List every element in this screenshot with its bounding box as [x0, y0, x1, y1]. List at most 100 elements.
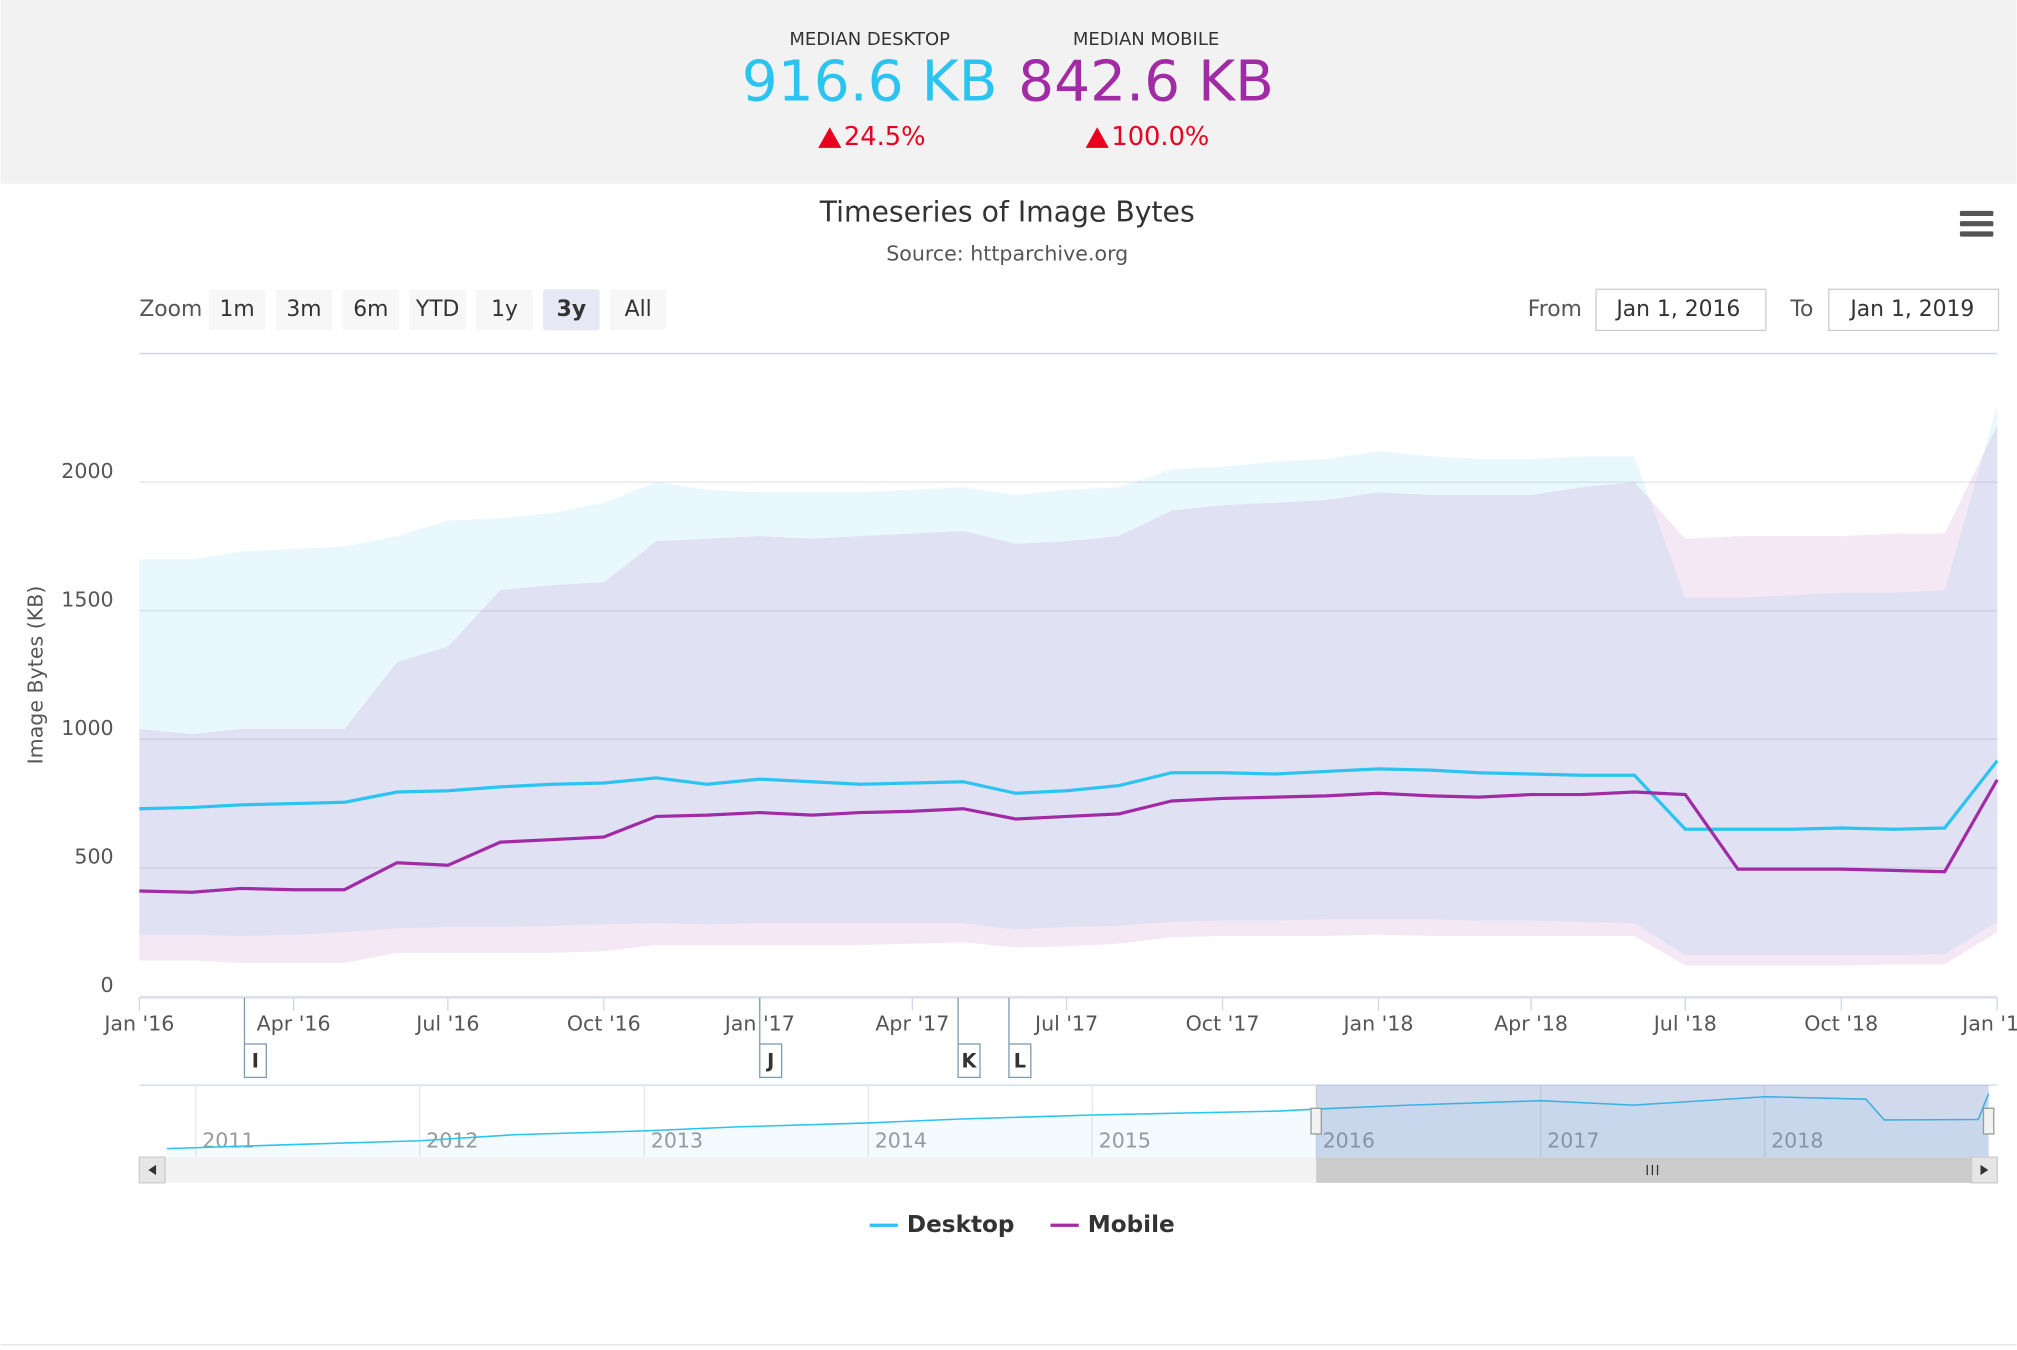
- scrollbar: [1316, 1157, 1989, 1183]
- zoom-button[interactable]: All: [609, 289, 667, 331]
- navigator-selection: [1316, 1085, 1989, 1158]
- navigator-tick-label: 2013: [651, 1129, 703, 1153]
- chart-subtitle: Source: httparchive.org: [886, 242, 1128, 266]
- zoom-button-label: YTD: [415, 297, 460, 322]
- navigator-tick-label: 2011: [202, 1129, 254, 1153]
- zoom-button[interactable]: 1m: [208, 289, 266, 331]
- range-band: [139, 405, 1998, 956]
- zoom-button[interactable]: YTD: [409, 289, 466, 331]
- chart-title: Timeseries of Image Bytes: [819, 195, 1195, 228]
- zoom-button-label: 6m: [353, 297, 388, 322]
- legend-label: Desktop: [907, 1212, 1015, 1238]
- menu-bar: [1959, 231, 1994, 237]
- series-line: [139, 778, 1999, 894]
- stat-label: MEDIAN DESKTOP: [789, 29, 950, 50]
- navigator-tick-label: 2014: [875, 1129, 927, 1153]
- flag-label: L: [1014, 1050, 1026, 1073]
- navigator-area: [166, 1093, 1989, 1158]
- up-arrow: [1085, 127, 1109, 148]
- flag-box: [243, 1043, 267, 1079]
- x-tick-label: Apr '18: [1494, 1012, 1568, 1036]
- x-tick-label: Jan '17: [723, 1012, 795, 1036]
- zoom-button-bg: [409, 289, 466, 331]
- range-band: [139, 425, 1998, 966]
- scrollbar-grip: [1646, 1164, 1659, 1176]
- header-background: [0, 0, 2017, 184]
- y-tick-label: 1000: [61, 716, 113, 740]
- zoom-buttons: 1m 3m 6m YTD 1y 3y All: [208, 289, 667, 331]
- to-input[interactable]: [1828, 288, 2000, 332]
- from-value: Jan 1, 2016: [1614, 297, 1740, 322]
- x-tick-label: Jul '17: [1033, 1012, 1098, 1036]
- navigator-line: [166, 1093, 1990, 1150]
- legend-item[interactable]: Desktop: [869, 1212, 1015, 1238]
- navigator-tick-label: 2016: [1323, 1129, 1375, 1153]
- zoom-button-label: 1m: [219, 297, 254, 322]
- legend-item[interactable]: Mobile: [1050, 1212, 1175, 1238]
- navigator-tick-label: 2015: [1099, 1129, 1151, 1153]
- stat-change: 24.5%: [844, 122, 926, 152]
- menu-bar: [1959, 210, 1994, 216]
- flag-box: [759, 1043, 783, 1079]
- x-tick-label: Oct '18: [1804, 1012, 1878, 1036]
- zoom-label: Zoom: [139, 297, 202, 322]
- navigator-tick-label: 2017: [1547, 1129, 1599, 1153]
- zoom-button-label: 3m: [286, 297, 321, 322]
- stat-change: 100.0%: [1111, 122, 1209, 152]
- navigator-handle[interactable]: [1982, 1107, 1995, 1135]
- zoom-button-bg: [476, 289, 533, 331]
- zoom-button[interactable]: 3y: [543, 289, 600, 331]
- stat-label: MEDIAN MOBILE: [1073, 29, 1219, 50]
- y-tick-label: 0: [101, 973, 114, 997]
- x-tick-label: Jul '18: [1652, 1012, 1717, 1036]
- series-line: [139, 759, 1999, 831]
- navigator-handle[interactable]: [1310, 1107, 1322, 1135]
- x-tick-label: Jan '16: [102, 1012, 174, 1036]
- menu-button[interactable]: [1959, 210, 1994, 237]
- plot-area: 0 500 1000 1500 2000 Jan '16 Apr '16 Jul '16 Oct…: [61, 405, 2017, 1079]
- flag-box: [957, 1043, 981, 1079]
- zoom-button-bg: [609, 289, 667, 331]
- flag-label: K: [962, 1050, 978, 1073]
- y-tick-label: 2000: [61, 459, 113, 483]
- navigator: [139, 1085, 1998, 1158]
- zoom-button-bg: [342, 289, 400, 331]
- x-tick-label: Oct '17: [1186, 1012, 1260, 1036]
- zoom-button-label: 1y: [491, 297, 518, 322]
- x-tick-label: Jan '18: [1341, 1012, 1413, 1036]
- zoom-button[interactable]: 3m: [275, 289, 333, 331]
- y-tick-label: 1500: [61, 587, 113, 611]
- zoom-button-bg: [208, 289, 266, 331]
- x-tick-label: Jan '19: [1960, 1012, 2017, 1036]
- to-value: Jan 1, 2019: [1848, 297, 1974, 322]
- y-axis-title: Image Bytes (KB): [24, 586, 48, 765]
- navigator-tick-label: 2012: [426, 1129, 478, 1153]
- y-tick-label: 500: [74, 845, 113, 869]
- x-tick-label: Apr '17: [875, 1012, 949, 1036]
- navigator-content: 2011 2012 2013 2014 2015 2016 2017 2018: [166, 1085, 1995, 1158]
- arrow-icon: [148, 1164, 157, 1176]
- zoom-button-label: 3y: [557, 297, 586, 322]
- zoom-button[interactable]: 1y: [476, 289, 533, 331]
- flag-label: I: [252, 1050, 259, 1073]
- navigator-tick-label: 2018: [1771, 1129, 1823, 1153]
- arrow-icon: [1980, 1164, 1989, 1176]
- flag-label: J: [765, 1050, 774, 1073]
- menu-bar: [1959, 221, 1994, 227]
- x-tick-label: Jul '16: [414, 1012, 479, 1036]
- legend-label: Mobile: [1088, 1212, 1175, 1238]
- x-tick-label: Apr '16: [257, 1012, 331, 1036]
- to-label: To: [1789, 297, 1813, 322]
- from-input[interactable]: [1595, 288, 1767, 332]
- up-arrow: [818, 127, 842, 148]
- zoom-button[interactable]: 6m: [342, 289, 400, 331]
- legend: Desktop Mobile: [869, 1212, 1175, 1238]
- from-label: From: [1528, 297, 1582, 322]
- x-tick-label: Oct '16: [567, 1012, 641, 1036]
- zoom-button-bg: [543, 289, 600, 331]
- zoom-button-bg: [275, 289, 333, 331]
- flag-box: [1008, 1043, 1032, 1079]
